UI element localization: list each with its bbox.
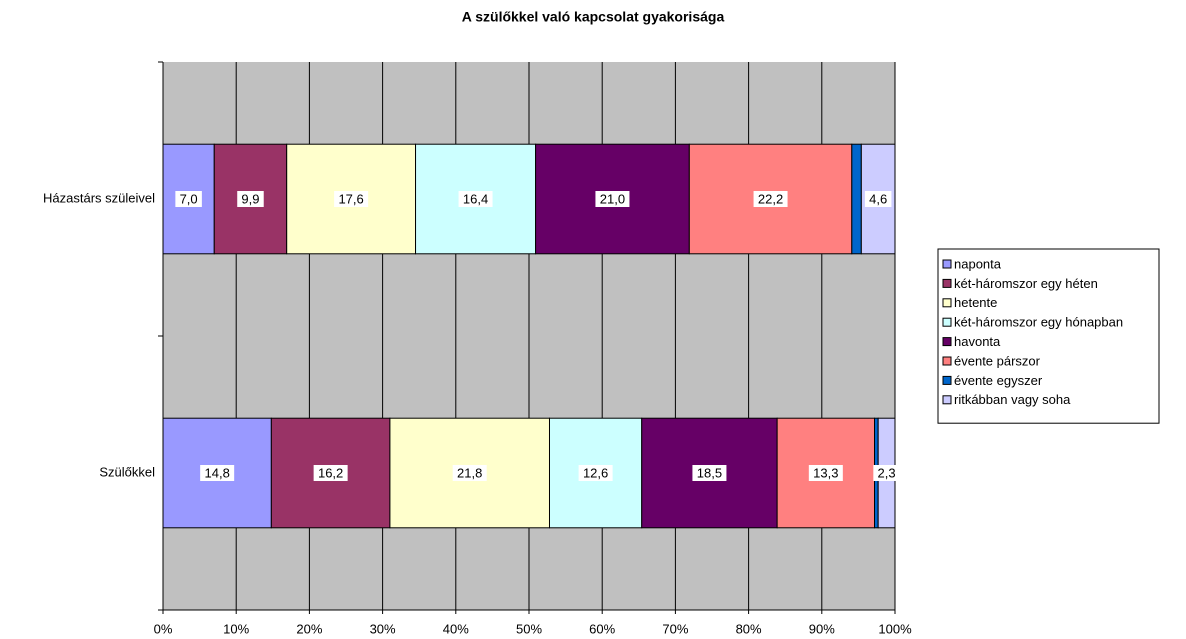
data-label-bg [753,191,788,207]
legend-swatch [942,259,952,269]
legend-label: ritkábban vagy soha [954,392,1071,407]
x-tick-label: 40% [443,621,469,636]
legend-label: két-háromszor egy hónapban [954,315,1123,330]
y-tick-label: Házastárs szüleivel [43,190,155,205]
legend-label: naponta [954,256,1002,271]
data-label: 16,4 [463,191,488,206]
data-label: 2,3 [878,465,896,480]
data-label: 13,3 [813,465,838,480]
y-tick-label: Szülőkkel [99,464,155,479]
x-tick-label: 100% [878,621,912,636]
data-label-bg [595,191,630,207]
legend-swatch [942,375,952,385]
data-label-bg [458,191,493,207]
data-label-bg [334,191,369,207]
chart-title: A szülőkkel való kapcsolat gyakorisága [462,9,725,25]
legend-swatch [942,395,952,405]
legend-label: két-háromszor egy héten [954,276,1098,291]
data-label-bg [864,191,892,207]
legend-swatch [942,337,952,347]
legend-box [937,248,1160,424]
data-label: 22,2 [758,191,783,206]
data-label: 18,5 [697,465,722,480]
legend-label: évente egyszer [954,373,1043,388]
legend-swatch [942,298,952,308]
data-label: 21,0 [600,191,625,206]
x-tick-label: 70% [662,621,688,636]
x-tick-label: 90% [809,621,835,636]
data-label-bg [313,465,348,481]
data-label-bg [578,465,613,481]
legend-swatch [942,356,952,366]
data-label-bg [808,465,843,481]
data-label: 21,8 [457,465,482,480]
legend-label: évente párszor [954,353,1041,368]
x-tick-label: 60% [589,621,615,636]
data-label-bg [175,191,202,207]
legend-swatch [942,278,952,288]
data-label-bg [873,465,900,481]
data-label-bg [200,465,235,481]
x-tick-label: 30% [370,621,396,636]
data-label-bg [452,465,487,481]
legend-swatch [942,317,952,327]
x-tick-label: 20% [296,621,322,636]
x-tick-label: 50% [516,621,542,636]
x-tick-label: 0% [154,621,173,636]
data-label: 9,9 [241,191,259,206]
legend-label: hetente [954,295,997,310]
data-label: 7,0 [180,191,198,206]
data-label: 14,8 [205,465,230,480]
x-tick-label: 80% [736,621,762,636]
x-tick-label: 10% [223,621,249,636]
data-label-bg [692,465,727,481]
data-label: 16,2 [318,465,343,480]
bar-segment [851,143,862,255]
legend-label: havonta [954,334,1001,349]
data-label: 4,6 [869,191,887,206]
data-label: 12,6 [583,465,608,480]
data-label: 17,6 [338,191,363,206]
data-label-bg [237,191,264,207]
